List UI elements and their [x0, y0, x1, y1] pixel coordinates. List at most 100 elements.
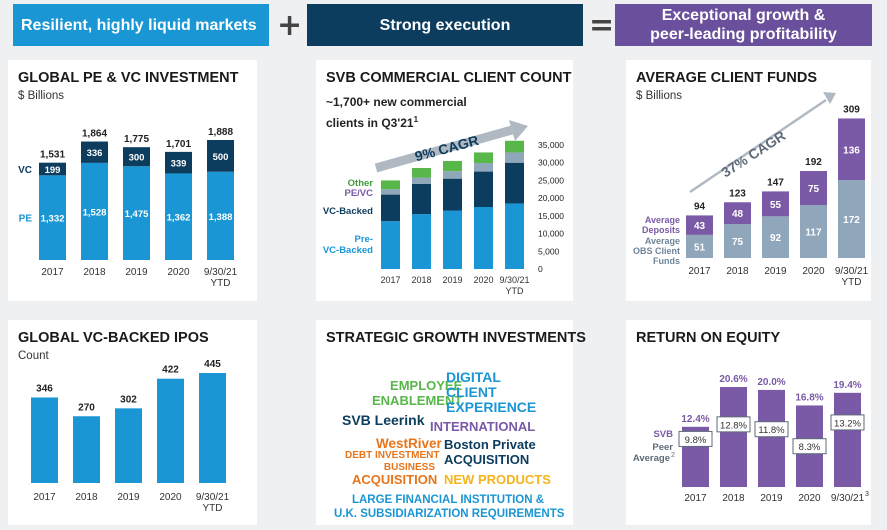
- roe-svb-value-2: 20.0%: [757, 377, 785, 388]
- total-value-3: 1,701: [166, 139, 191, 150]
- legend-obs-1: Average: [645, 236, 680, 246]
- word-employee-2: ENABLEMENT: [372, 393, 463, 408]
- vc-backed-segment-1: [412, 183, 431, 215]
- total-value-0: 1,531: [40, 150, 65, 161]
- vc-value-1: 336: [87, 148, 103, 159]
- deposits-value-3: 75: [808, 184, 820, 195]
- deposits-bar-3: [800, 171, 827, 205]
- roe-peer-box-0: [678, 430, 713, 447]
- client-category-1: 2018: [411, 275, 431, 285]
- word-large: LARGE FINANCIAL INSTITUTION & U.K. SUBSI…: [334, 493, 565, 521]
- obs-bar-1: [724, 224, 751, 258]
- word-boston-1: Boston Private: [444, 437, 536, 452]
- deposits-value-0: 43: [694, 221, 706, 232]
- word-digital-2: CLIENT: [446, 384, 497, 400]
- vc-bar-0: [39, 162, 66, 176]
- pe-vc-segment-3: [474, 163, 493, 172]
- funds-total-4: 309: [843, 104, 860, 115]
- pe-vc-category-4-line2: YTD: [211, 278, 231, 289]
- word-boston: Boston Private ACQUISITION: [444, 437, 536, 467]
- funds-category-4: 9/30/21: [835, 266, 869, 277]
- funds-category-1: 2018: [726, 266, 749, 277]
- pre-vc-segment-4: [505, 203, 524, 269]
- funds-cagr-line: [689, 98, 827, 194]
- vc-value-4: 500: [213, 152, 229, 163]
- funds-total-3: 192: [805, 157, 822, 168]
- plus-sign: +: [277, 8, 303, 43]
- pe-value-2: 1,475: [125, 209, 149, 220]
- deposits-bar-4: [838, 118, 865, 181]
- roe-category-1: 2018: [722, 493, 745, 504]
- pe-vc-segment-4: [505, 152, 524, 163]
- client-category-4-line2: YTD: [506, 286, 525, 296]
- roe-legend-svb: SVB: [653, 429, 673, 440]
- roe-chart: 12.4% 9.8% 2017 20.6% 12.8% 2018 20.0% 11.8% 201…: [633, 374, 869, 504]
- pe-vc-category-0: 2017: [41, 267, 64, 278]
- header-right-line2: peer-leading profitability: [650, 26, 837, 43]
- ipo-value-4: 445: [204, 359, 221, 370]
- legend-pe-vc: PE/VC: [344, 188, 373, 199]
- ipo-value-1: 270: [78, 402, 95, 413]
- header-middle: Strong execution: [307, 4, 583, 46]
- ipos-title: GLOBAL VC-BACKED IPOS: [18, 330, 209, 346]
- obs-bar-2: [762, 216, 789, 258]
- other-segment-2: [443, 160, 462, 172]
- vc-series-label: VC: [18, 165, 32, 176]
- word-digital-1: DIGITAL: [446, 369, 501, 385]
- client-count-note-sup: 1: [413, 115, 419, 124]
- pe-vc-subtitle: $ Billions: [18, 90, 65, 102]
- roe-last-sup: 3: [865, 491, 869, 498]
- deposits-bar-2: [762, 191, 789, 217]
- word-debt: DEBT INVESTMENT BUSINESS: [345, 450, 440, 474]
- word-large-1: LARGE FINANCIAL INSTITUTION &: [351, 494, 545, 506]
- header-left-text: Resilient, highly liquid markets: [21, 16, 257, 34]
- total-value-4: 1,888: [208, 127, 233, 138]
- client-funds-chart: 51 43 94 2017 75 48 123 2018 92 55 147 2019 117 75 192…: [633, 92, 869, 288]
- pe-vc-category-1: 2018: [83, 267, 106, 278]
- pe-bar-2: [123, 166, 150, 260]
- roe-category-4: 9/30/21: [831, 493, 865, 504]
- deposits-value-1: 48: [732, 209, 744, 220]
- pe-value-1: 1,528: [83, 207, 107, 218]
- roe-svb-bar-1: [720, 387, 747, 487]
- deposits-bar-1: [724, 202, 751, 225]
- other-segment-3: [474, 152, 493, 164]
- roe-peer-value-2: 11.8%: [758, 425, 785, 436]
- client-ytick-1: 30,000: [538, 158, 564, 168]
- client-ytick-0: 35,000: [538, 140, 564, 150]
- vc-value-2: 300: [129, 153, 145, 164]
- word-new-products: NEW PRODUCTS: [444, 472, 551, 487]
- funds-total-0: 94: [694, 201, 706, 212]
- roe-peer-box-2: [754, 421, 789, 438]
- pe-vc-category-2: 2019: [125, 267, 148, 278]
- roe-peer-value-1: 12.8%: [720, 420, 747, 431]
- funds-category-0: 2017: [688, 266, 711, 277]
- ipo-value-3: 422: [162, 365, 179, 376]
- header-middle-text: Strong execution: [379, 16, 511, 34]
- word-debt-1: DEBT INVESTMENT: [345, 450, 440, 461]
- ipo-category-3: 2020: [159, 492, 182, 503]
- client-ytick-5: 10,000: [538, 229, 564, 239]
- roe-peer-box-1: [716, 416, 751, 433]
- roe-category-2: 2019: [760, 493, 783, 504]
- roe-svb-bar-2: [758, 389, 785, 487]
- obs-value-1: 75: [732, 237, 744, 248]
- funds-total-1: 123: [729, 188, 746, 199]
- roe-legend-peer-sup: 2: [671, 452, 675, 459]
- ipo-category-2: 2019: [117, 492, 140, 503]
- word-large-2: U.K. SUBSIDIARIZATION REQUIREMENTS: [334, 508, 565, 520]
- legend-pre-vc-2: VC-Backed: [323, 245, 373, 256]
- roe-legend-peer-2: Average: [633, 453, 670, 464]
- roe-svb-value-1: 20.6%: [719, 374, 747, 385]
- header-left: Resilient, highly liquid markets: [13, 4, 269, 46]
- ipo-category-4-line2: YTD: [203, 503, 223, 514]
- pe-vc-title: GLOBAL PE & VC INVESTMENT: [18, 70, 239, 86]
- legend-deposits-1: Average: [645, 215, 680, 225]
- pe-vc-segment-1: [412, 177, 431, 184]
- legend-other: Other: [348, 178, 374, 189]
- pre-vc-segment-3: [474, 207, 493, 269]
- roe-category-0: 2017: [684, 493, 707, 504]
- word-westriver: WestRiver: [376, 436, 442, 451]
- pe-vc-chart: 1,332 199 1,531 2017 1,528 336 1,864 2018 1,475 3…: [18, 127, 238, 289]
- legend-vc-backed: VC-Backed: [323, 206, 373, 217]
